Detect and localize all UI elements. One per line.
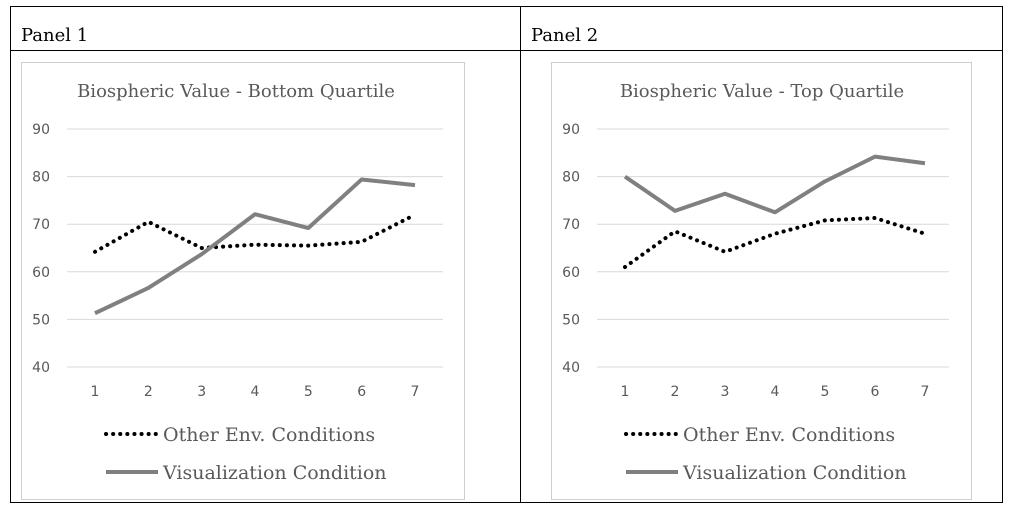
panel-2-label: Panel 2: [531, 25, 599, 46]
y-tick-label: 60: [562, 265, 580, 281]
x-tick-label: 2: [144, 384, 153, 400]
series-line-visualization: [623, 154, 926, 215]
x-tick-label: 2: [671, 384, 680, 400]
chart-panel-1: Biospheric Value - Bottom Quartile 40 50 60…: [21, 62, 465, 500]
column-divider: [520, 7, 521, 502]
header-divider: [11, 50, 1002, 51]
x-tick-label: 3: [197, 384, 206, 400]
x-tick-label: 5: [821, 384, 830, 400]
series-line-other-env: [93, 212, 417, 254]
legend-label: Other Env. Conditions: [683, 424, 895, 446]
x-tick-label: 5: [304, 384, 313, 400]
legend-label: Other Env. Conditions: [163, 424, 375, 446]
chart-2-svg: Biospheric Value - Top Quartile 40 50 60 70 8…: [562, 81, 949, 484]
legend-label: Visualization Condition: [682, 462, 907, 484]
x-tick-label: 4: [771, 384, 780, 400]
x-tick-label: 7: [411, 384, 420, 400]
x-tick-label: 6: [357, 384, 366, 400]
y-tick-label: 40: [32, 360, 50, 376]
chart-title: Biospheric Value - Bottom Quartile: [77, 81, 395, 102]
panel-1-label: Panel 1: [21, 25, 89, 46]
x-tick-label: 3: [721, 384, 730, 400]
x-tick-label: 4: [251, 384, 260, 400]
series-line-visualization: [94, 177, 416, 316]
y-tick-label: 70: [32, 217, 50, 233]
series-line-other-env: [623, 216, 927, 270]
y-tick-label: 40: [562, 360, 580, 376]
y-tick-label: 60: [32, 265, 50, 281]
x-tick-label: 7: [921, 384, 930, 400]
y-tick-label: 90: [32, 122, 50, 138]
y-tick-label: 70: [562, 217, 580, 233]
y-tick-label: 50: [562, 312, 580, 328]
x-tick-label: 1: [621, 384, 630, 400]
y-tick-label: 50: [32, 312, 50, 328]
y-tick-label: 90: [562, 122, 580, 138]
x-tick-label: 1: [91, 384, 100, 400]
chart-title: Biospheric Value - Top Quartile: [620, 81, 904, 102]
legend-label: Visualization Condition: [162, 462, 387, 484]
x-tick-label: 6: [871, 384, 880, 400]
y-tick-label: 80: [32, 170, 50, 186]
chart-1-svg: Biospheric Value - Bottom Quartile 40 50 60…: [32, 81, 443, 484]
y-tick-label: 80: [562, 170, 580, 186]
panel-table: Panel 1 Panel 2: [10, 6, 1003, 503]
chart-panel-2: Biospheric Value - Top Quartile 40 50 60 70 8…: [551, 62, 972, 500]
